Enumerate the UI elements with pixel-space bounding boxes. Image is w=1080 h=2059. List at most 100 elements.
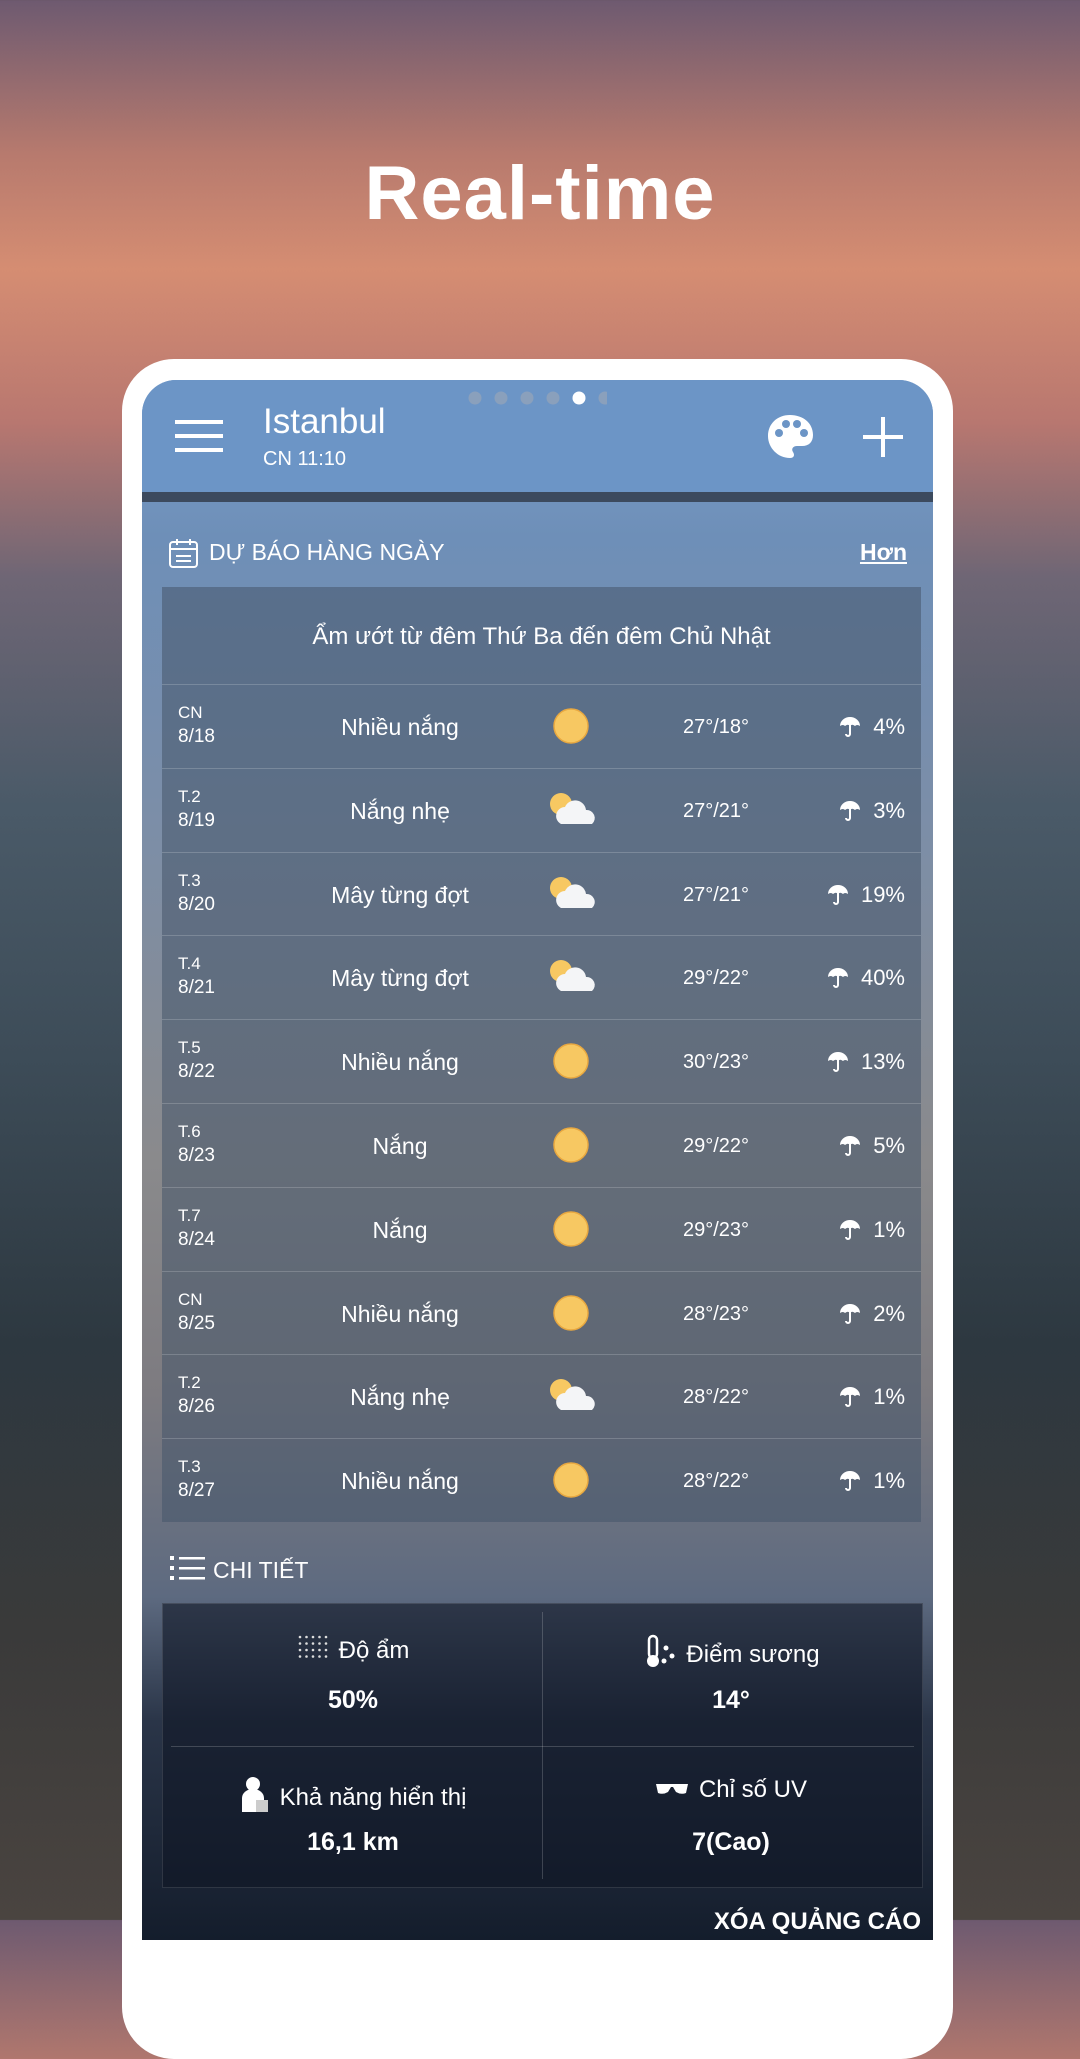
- screen: Real-time Istanbul CN 11:10 DỰ BÁO HÀNG …: [0, 0, 1080, 1940]
- row-condition: Mây từng đợt: [331, 965, 469, 992]
- precip-value: 13%: [860, 1049, 905, 1075]
- daily-row[interactable]: T.4 8/21 Mây từng đợt 29°/22° 40%: [162, 935, 921, 1019]
- precip-value: 5%: [873, 1133, 905, 1158]
- remove-ads[interactable]: XÓA QUẢNG CÁO: [713, 1908, 921, 1935]
- precip-value: 2%: [873, 1300, 905, 1326]
- row-temp: 29°/22°: [682, 967, 750, 990]
- row-day: CN: [178, 703, 203, 722]
- detail-icon: [655, 1776, 689, 1804]
- row-precip: 1%: [839, 1384, 905, 1410]
- row-day: T.2: [178, 1373, 201, 1393]
- detail-items: Độ ẩm 50% Điểm sương 14° Khả năng hiển thị 16…: [163, 1604, 922, 1887]
- umbrella-icon-svg: [840, 1387, 861, 1408]
- weather-icon-svg: [550, 876, 595, 908]
- row-temp: 29°/23°: [682, 1218, 750, 1241]
- daily-row[interactable]: T.7 8/24 Nắng 29°/23° 1%: [162, 1186, 921, 1271]
- umbrella-icon: [839, 1386, 861, 1408]
- row-temp: 29°/22°: [682, 1135, 750, 1157]
- precip-value: 1%: [873, 1468, 905, 1494]
- detail-label-text: Khả năng hiển thị: [279, 1783, 467, 1811]
- row-day: T.2: [178, 786, 201, 806]
- add-button[interactable]: [863, 417, 903, 457]
- weather-icon: [551, 1460, 591, 1505]
- umbrella-icon-svg: [827, 1052, 848, 1073]
- page-dots: [468, 391, 607, 405]
- daily-row[interactable]: CN 8/18 Nhiều nắng 27°/18° 4%: [162, 684, 921, 768]
- detail-icon-svg: [647, 1634, 675, 1667]
- row-temp: 27°/21°: [682, 883, 750, 906]
- row-temp: 30°/23°: [682, 1051, 750, 1074]
- row-date: 8/21: [178, 977, 215, 999]
- umbrella-icon: [839, 1470, 861, 1492]
- row-precip: 13%: [827, 1049, 905, 1075]
- row-condition: Nắng: [372, 1133, 428, 1159]
- row-day: T.6: [178, 1122, 201, 1141]
- umbrella-icon-svg: [840, 1471, 861, 1492]
- precip-value: 40%: [860, 965, 905, 991]
- detail-label-text: Chỉ số UV: [698, 1776, 808, 1803]
- umbrella-icon: [839, 1303, 861, 1325]
- row-condition: Nhiều nắng: [341, 1049, 459, 1076]
- city-name[interactable]: Istanbul: [263, 402, 386, 441]
- detail-value: 7(Cao): [692, 1828, 770, 1856]
- umbrella-icon-svg: [840, 1136, 861, 1156]
- precip-value: 4%: [873, 714, 905, 739]
- row-temp: 28°/22°: [682, 1470, 750, 1493]
- row-separator: [162, 1186, 921, 1188]
- divider: [542, 1612, 543, 1879]
- row-precip: 19%: [827, 882, 905, 908]
- daily-row[interactable]: T.2 8/26 Nắng nhẹ 28°/22° 1%: [162, 1354, 921, 1438]
- row-separator: [162, 851, 921, 853]
- umbrella-icon: [827, 1051, 849, 1073]
- weather-icon-svg: [553, 1043, 589, 1079]
- precip-value: 1%: [873, 1384, 905, 1410]
- weather-icon-svg: [553, 1462, 589, 1498]
- row-precip: 1%: [839, 1468, 905, 1494]
- weather-icon: [551, 1209, 591, 1254]
- weather-icon: [551, 1125, 591, 1170]
- row-date: 8/27: [178, 1480, 215, 1502]
- row-condition: Mây từng đợt: [331, 881, 469, 908]
- headline: Real-time: [364, 151, 716, 236]
- row-day: T.3: [178, 1457, 201, 1477]
- umbrella-icon: [827, 884, 849, 906]
- daily-row[interactable]: T.2 8/19 Nắng nhẹ 27°/21° 3%: [162, 767, 921, 852]
- daily-row[interactable]: T.3 8/20 Mây từng đợt 27°/21° 19%: [162, 851, 921, 936]
- detail-icon: [642, 1634, 676, 1675]
- detail-label: Điểm sương: [541, 1634, 921, 1675]
- row-condition: Nắng nhẹ: [350, 797, 450, 824]
- row-condition: Nhiều nắng: [341, 1468, 459, 1495]
- precip-value: 3%: [873, 797, 905, 823]
- row-date: 8/22: [178, 1061, 215, 1083]
- theme-button[interactable]: [766, 413, 814, 461]
- row-precip: 40%: [827, 965, 905, 991]
- row-date: 8/18: [178, 726, 215, 747]
- more-link[interactable]: Hơn: [859, 539, 907, 565]
- row-condition: Nắng nhẹ: [350, 1384, 450, 1411]
- daily-card: Ẩm ướt từ đêm Thứ Ba đến đêm Chủ Nhật CN…: [162, 587, 921, 1522]
- detail-label-text: Độ ẩm: [338, 1636, 410, 1664]
- daily-rows: CN 8/18 Nhiều nắng 27°/18° 4% T.2 8/19 Nắng nhẹ…: [162, 684, 921, 1522]
- row-precip: 2%: [839, 1301, 905, 1327]
- weather-icon-svg: [553, 1211, 589, 1247]
- umbrella-icon-svg: [827, 968, 848, 989]
- daily-row[interactable]: T.5 8/22 Nhiều nắng 30°/23° 13%: [162, 1019, 921, 1103]
- detail-icon: [240, 1776, 270, 1819]
- local-time: CN 11:10: [263, 448, 347, 470]
- umbrella-icon: [827, 967, 849, 989]
- weather-icon: [551, 1293, 591, 1338]
- row-precip: 3%: [839, 798, 905, 824]
- weather-icon-svg: [553, 1294, 589, 1331]
- umbrella-icon: [839, 800, 861, 822]
- weather-icon: [551, 1041, 591, 1086]
- umbrella-icon: [839, 1135, 861, 1157]
- detail-label-text: Điểm sương: [686, 1640, 820, 1668]
- menu-button[interactable]: [175, 418, 225, 454]
- detail-icon-svg: [298, 1635, 327, 1658]
- row-separator: [162, 1354, 921, 1356]
- row-date: 8/20: [178, 893, 215, 915]
- daily-row[interactable]: T.3 8/27 Nhiều nắng 28°/22° 1%: [162, 1438, 921, 1522]
- daily-row[interactable]: T.6 8/23 Nắng 29°/22° 5%: [162, 1103, 921, 1187]
- row-separator: [162, 767, 921, 769]
- daily-row[interactable]: CN 8/25 Nhiều nắng 28°/23° 2%: [162, 1270, 921, 1355]
